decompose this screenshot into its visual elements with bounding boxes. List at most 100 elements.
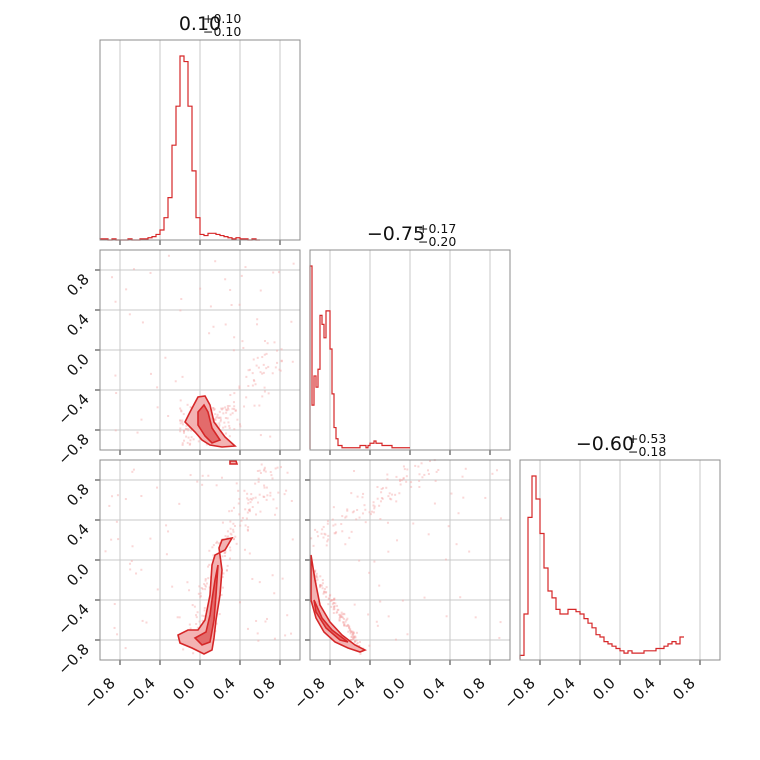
scatter-31-point [124, 647, 127, 650]
scatter-21-point [227, 407, 230, 410]
scatter-32-point [320, 532, 323, 535]
scatter-21-point [136, 431, 139, 434]
scatter-21-point [263, 340, 266, 343]
panel-hist-3-xticklabel-2: 0.0 [589, 674, 619, 704]
scatter-21-point [259, 371, 262, 374]
panel-2d-32-xticklabel-3: 0.4 [419, 674, 449, 704]
scatter-21-point [238, 387, 241, 390]
scatter-32-point [314, 528, 317, 531]
scatter-31-point [223, 551, 226, 554]
scatter-32-point [406, 633, 409, 636]
scatter-31-point [273, 592, 276, 595]
scatter-32-point [355, 643, 358, 646]
scatter-31-point [235, 482, 238, 485]
scatter-32-point [339, 616, 342, 619]
panel-2d-21-yticklabel-2: 0.0 [63, 350, 93, 380]
scatter-32-point [322, 536, 325, 539]
scatter-32-point [315, 576, 318, 579]
scatter-32-point [423, 473, 426, 476]
scatter-21-point [189, 442, 192, 445]
scatter-32-point [420, 462, 423, 465]
scatter-21-point [125, 288, 128, 291]
scatter-32-point [328, 597, 331, 600]
scatter-32-point [325, 544, 328, 547]
scatter-32-point [342, 612, 345, 615]
scatter-21-point [208, 332, 211, 335]
scatter-21-point [174, 380, 177, 383]
scatter-32-point [314, 574, 317, 577]
scatter-32-point [346, 509, 349, 512]
scatter-31-point [195, 616, 198, 619]
scatter-31-point [255, 513, 258, 516]
scatter-31-point [131, 545, 134, 548]
scatter-31-point [254, 496, 257, 499]
scatter-32-point [323, 532, 326, 535]
scatter-31-point [258, 493, 261, 496]
scatter-31-point [285, 489, 288, 492]
scatter-31-point [203, 609, 206, 612]
panel-2d-32-xticklabel-2: 0.0 [379, 674, 409, 704]
contour-32-outer-0 [310, 554, 367, 653]
scatter-21-point [233, 405, 236, 408]
scatter-32 [309, 459, 502, 655]
scatter-32-point [388, 492, 391, 495]
panel-hist-2-frame [309, 249, 511, 451]
scatter-32-point [341, 530, 344, 533]
scatter-32-point [352, 638, 355, 641]
scatter-31-point [246, 528, 249, 531]
scatter-21-point [214, 418, 217, 421]
scatter-21-point [265, 352, 268, 355]
scatter-31-point [233, 538, 236, 541]
scatter-31-point [201, 588, 204, 591]
scatter-21-point [219, 418, 222, 421]
scatter-31-point [196, 480, 199, 483]
scatter-21-point [234, 409, 237, 412]
scatter-32-point [352, 631, 355, 634]
scatter-31-point [258, 469, 261, 472]
scatter-31-point [215, 622, 218, 625]
scatter-21-point [277, 271, 280, 274]
scatter-31-point [215, 541, 218, 544]
scatter-31-point [204, 585, 207, 588]
scatter-31-point [204, 578, 207, 581]
scatter-31-point [149, 537, 152, 540]
scatter-21-point [179, 419, 182, 422]
scatter-21-point [228, 435, 231, 438]
scatter-32-point [351, 636, 354, 639]
scatter-21-point [222, 407, 225, 410]
scatter-21-point [149, 271, 152, 274]
scatter-32-point [370, 510, 373, 513]
scatter-32-point [346, 624, 349, 627]
scatter-32-point [359, 652, 362, 655]
scatter-32-point [468, 550, 471, 553]
scatter-31-point [207, 474, 210, 477]
scatter-21-point [233, 428, 236, 431]
scatter-31-point [204, 579, 207, 582]
scatter-21-point [180, 410, 183, 413]
scatter-21-point [256, 356, 259, 359]
scatter-21-point [181, 443, 184, 446]
scatter-31-point [279, 466, 282, 469]
scatter-31-point [229, 532, 232, 535]
scatter-32-point [342, 621, 345, 624]
scatter-32-point [343, 622, 346, 625]
scatter-31-point [227, 535, 230, 538]
scatter-21-point [224, 323, 227, 326]
scatter-32-point [354, 636, 357, 639]
title-param-3: −0.60 [576, 433, 634, 455]
scatter-32-point [417, 465, 420, 468]
scatter-21-point [259, 434, 262, 437]
scatter-31-point [277, 491, 280, 494]
scatter-21-point [156, 386, 159, 389]
scatter-31-point [225, 569, 228, 572]
scatter-21-point [273, 341, 276, 344]
scatter-32-point [349, 627, 352, 630]
scatter-31-point [229, 527, 232, 530]
scatter-32-point [380, 497, 383, 500]
scatter-31-point [251, 577, 254, 580]
scatter-31-point [254, 482, 257, 485]
scatter-32-point [341, 515, 344, 518]
scatter-31-point [203, 606, 206, 609]
scatter-21-point [265, 367, 268, 370]
scatter-32-point [363, 504, 366, 507]
